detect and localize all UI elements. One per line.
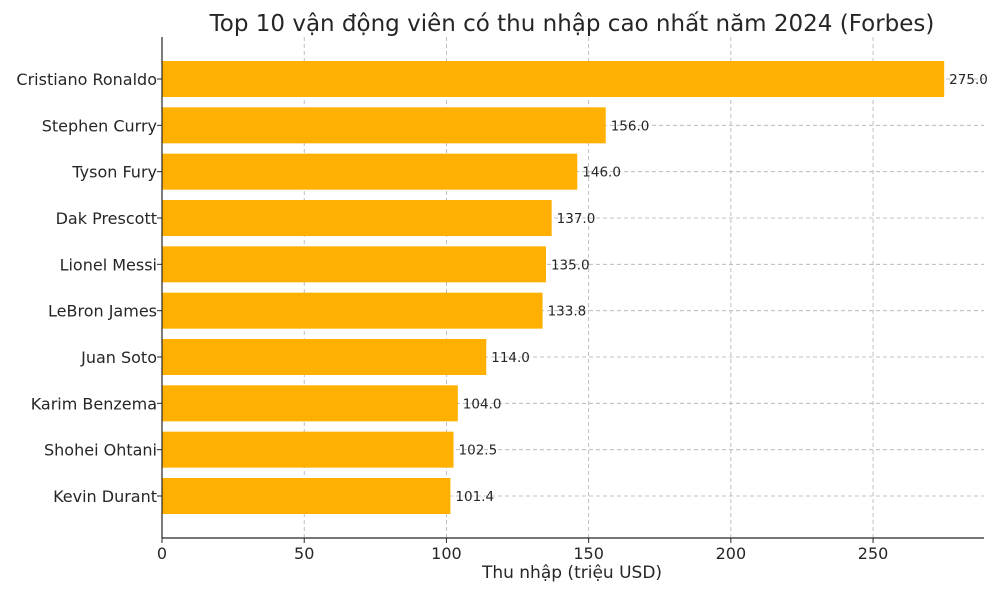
data-labels: 275.0 156.0 146.0 137.0 135.0 133.8 114.0 104.0…: [455, 72, 987, 505]
y-tick-label: Kevin Durant: [53, 487, 157, 506]
x-tick-label: 50: [294, 544, 314, 563]
y-tick-label: Dak Prescott: [56, 209, 157, 228]
y-tick-label: Karim Benzema: [31, 394, 157, 413]
y-axis: Cristiano Ronaldo Stephen Curry Tyson Fury…: [16, 37, 163, 538]
bar: [162, 385, 458, 422]
x-tick-label: 250: [858, 544, 889, 563]
bar: [162, 107, 606, 144]
y-tick-label: Stephen Curry: [42, 116, 157, 135]
bar-value-label: 135.0: [551, 257, 590, 273]
x-tick-label: 200: [716, 544, 747, 563]
bar: [162, 61, 945, 97]
y-tick-label: Tyson Fury: [71, 163, 157, 182]
x-tick-label: 100: [431, 544, 462, 563]
bar: [162, 478, 451, 514]
y-tick-label: LeBron James: [48, 302, 157, 321]
x-tick-label: 0: [157, 544, 167, 563]
y-tick-label: Juan Soto: [80, 348, 157, 367]
bar: [162, 153, 578, 190]
y-tick-label: Cristiano Ronaldo: [16, 70, 157, 89]
x-tick-label: 150: [573, 544, 604, 563]
bar-value-label: 104.0: [463, 396, 502, 412]
x-axis: 0 50 100 150 200 250: [157, 537, 984, 563]
bar: [162, 200, 552, 236]
bar-value-label: 133.8: [548, 304, 587, 320]
bar-value-label: 101.4: [455, 489, 494, 505]
bars: [162, 61, 945, 514]
bar: [162, 246, 546, 283]
bar-value-label: 156.0: [611, 118, 650, 134]
bar-value-label: 275.0: [949, 72, 988, 88]
bar-value-label: 114.0: [491, 350, 530, 366]
bar: [162, 339, 487, 375]
chart-title: Top 10 vận động viên có thu nhập cao nhấ…: [209, 11, 935, 37]
bar: [162, 292, 543, 329]
y-tick-label: Lionel Messi: [60, 255, 157, 274]
x-axis-label: Thu nhập (triệu USD): [481, 563, 662, 583]
y-tick-label: Shohei Ohtani: [44, 441, 157, 460]
bar-value-label: 102.5: [459, 443, 498, 459]
bar-value-label: 146.0: [582, 165, 621, 181]
bar-value-label: 137.0: [557, 211, 596, 227]
bar: [162, 431, 454, 468]
